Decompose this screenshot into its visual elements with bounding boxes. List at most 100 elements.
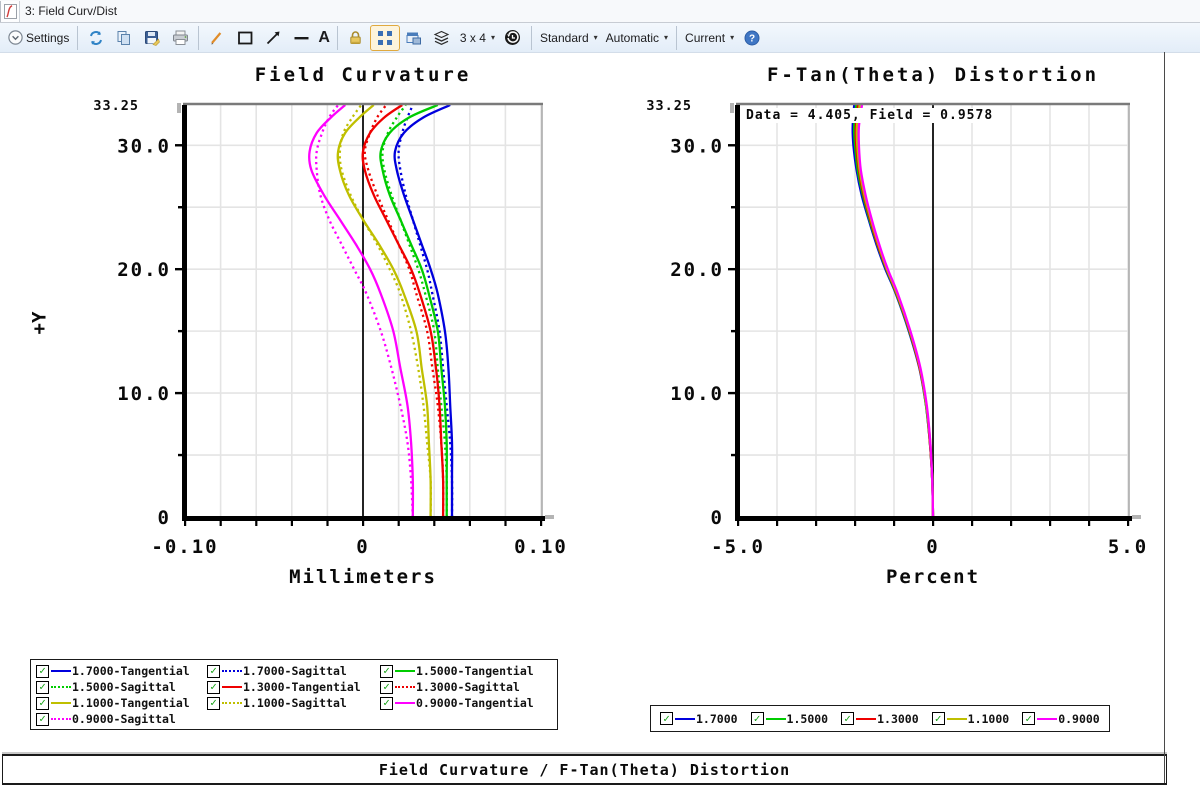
- save-button[interactable]: [138, 26, 166, 50]
- solid-line-swatch: [765, 717, 786, 720]
- legend-label: 1.1000-Sagittal: [243, 696, 347, 710]
- y-tick-label: 0: [158, 507, 171, 529]
- svg-text:?: ?: [749, 33, 755, 44]
- pencil-icon: [211, 31, 222, 44]
- right-chart-x-axis-label: Percent: [885, 566, 981, 588]
- checkbox-icon[interactable]: ✓: [750, 712, 764, 725]
- y-max-label: 33.25: [646, 98, 692, 114]
- curve-1.5000-Sagittal: [381, 105, 448, 517]
- x-tick-label: -5.0: [711, 536, 765, 558]
- legend-label: 1.7000-Tangential: [72, 664, 190, 678]
- checkbox-icon[interactable]: ✓: [207, 696, 220, 710]
- settings-button[interactable]: Settings: [4, 28, 73, 47]
- solid-line-swatch: [51, 702, 71, 704]
- footer-title: Field Curvature / F-Tan(Theta) Distortio…: [378, 760, 791, 779]
- text-tool-icon: A: [318, 28, 330, 46]
- field-curvature-plot[interactable]: 30.0 20.0 10.0 0 33.25 -0.10 0 0.10: [93, 98, 566, 558]
- checkbox-icon[interactable]: ✓: [207, 664, 220, 678]
- grid-size-label: 3 x 4: [459, 30, 486, 45]
- standard-dropdown[interactable]: Standard ▾: [536, 29, 602, 47]
- checkbox-icon[interactable]: ✓: [1022, 712, 1036, 725]
- grid-size-dropdown[interactable]: 3 x 4 ▾: [456, 29, 499, 47]
- window-right-border: [1164, 52, 1165, 783]
- duplicate-window-button[interactable]: [400, 26, 428, 50]
- solid-line-swatch: [856, 717, 877, 720]
- fit-window-button[interactable]: [369, 24, 400, 51]
- solid-line-swatch: [675, 717, 695, 720]
- field-curvature-legend: ✓ 1.7000-Tangential ✓ 1.7000-Sagittal ✓ 1.500…: [30, 659, 558, 730]
- pencil-tool-button[interactable]: [203, 26, 231, 50]
- checkbox-icon[interactable]: ✓: [36, 680, 49, 694]
- rectangle-tool-button[interactable]: [231, 26, 259, 50]
- checkbox-icon[interactable]: ✓: [660, 712, 673, 725]
- legend-label: 0.9000-Sagittal: [72, 712, 176, 726]
- field-curve-window-icon: [3, 3, 17, 19]
- checkbox-icon[interactable]: ✓: [36, 664, 49, 678]
- distortion-annotation: Data = 4.405, Field = 0.9578: [743, 108, 997, 123]
- y-axis: [735, 105, 740, 521]
- line-tool-button[interactable]: [287, 26, 315, 50]
- legend-label: 1.1000-Tangential: [72, 696, 190, 710]
- curves: [851, 105, 935, 517]
- legend-label: 1.3000-Tangential: [243, 680, 361, 694]
- checkbox-icon[interactable]: ✓: [380, 680, 393, 694]
- legend-item: ✓ 0.9000-Sagittal: [36, 712, 207, 726]
- checkbox-icon[interactable]: ✓: [36, 712, 49, 726]
- legend-label: 1.5000: [786, 711, 829, 726]
- checkbox-icon[interactable]: ✓: [380, 664, 393, 678]
- copy-button[interactable]: [110, 26, 138, 50]
- x-axis: [182, 516, 545, 521]
- text-tool-button[interactable]: A: [315, 29, 333, 47]
- toolbar-separator: [336, 25, 338, 50]
- legend-item: ✓ 1.7000: [660, 712, 738, 726]
- print-button[interactable]: [166, 26, 194, 50]
- solid-line-swatch: [222, 686, 242, 688]
- checkbox-icon[interactable]: ✓: [36, 696, 49, 710]
- legend-item: ✓ 0.9000: [1022, 712, 1100, 726]
- copy-icon: [117, 30, 131, 45]
- legend-item: ✓ 1.5000: [750, 711, 829, 726]
- layers-button[interactable]: [428, 26, 456, 50]
- window-tab[interactable]: [0, 0, 20, 22]
- x-tick-label: 5.0: [1108, 536, 1148, 558]
- legend-item: ✓ 1.3000-Sagittal: [380, 680, 553, 694]
- toolbar-separator: [530, 25, 532, 50]
- y-tick-label: 20.0: [670, 259, 724, 281]
- legend-item: ✓ 1.1000-Sagittal: [207, 696, 380, 710]
- solid-line-swatch: [1037, 717, 1058, 720]
- distortion-plot[interactable]: 30.0 20.0 10.0 0 33.25 -5.0 0 5.0: [646, 98, 1146, 558]
- arrow-tool-icon: [266, 31, 280, 44]
- checkbox-icon[interactable]: ✓: [207, 680, 220, 694]
- toolbar: Settings: [0, 23, 1200, 53]
- checkbox-icon[interactable]: ✓: [380, 696, 393, 710]
- checkbox-icon[interactable]: ✓: [931, 712, 945, 725]
- legend-label: 1.3000: [877, 711, 919, 726]
- chevron-down-circle-icon: [8, 30, 23, 45]
- refresh-icon: [90, 30, 103, 45]
- curve-1.1000-Tangential: [336, 105, 432, 517]
- help-icon: ?: [744, 30, 760, 45]
- help-button[interactable]: ?: [738, 26, 766, 50]
- lock-button[interactable]: [342, 26, 370, 50]
- checkbox-icon[interactable]: ✓: [841, 712, 855, 725]
- left-chart-y-axis-label: +Y: [28, 311, 51, 335]
- history-button[interactable]: [499, 26, 527, 50]
- current-dropdown[interactable]: Current ▾: [681, 29, 738, 47]
- arrow-tool-button[interactable]: [259, 26, 287, 50]
- legend-label: 0.9000: [1058, 711, 1100, 726]
- dropdown-arrow-icon: ▾: [730, 33, 735, 42]
- y-tick-label: 0: [711, 507, 724, 529]
- axis-ticks: [175, 144, 543, 526]
- refresh-button[interactable]: [82, 26, 110, 50]
- x-axis: [735, 516, 1132, 521]
- curve-0.9000-Tangential: [307, 105, 415, 517]
- curve-1.5000-Tangential: [379, 105, 448, 517]
- curve-0.9000-Sagittal: [314, 105, 414, 517]
- save-icon: [145, 30, 161, 46]
- dotted-line-swatch: [222, 670, 242, 672]
- automatic-dropdown[interactable]: Automatic ▾: [602, 29, 672, 47]
- duplicate-window-icon: [406, 32, 422, 44]
- solid-line-swatch: [395, 670, 415, 672]
- toolbar-separator: [676, 25, 678, 50]
- solid-line-swatch: [395, 702, 415, 704]
